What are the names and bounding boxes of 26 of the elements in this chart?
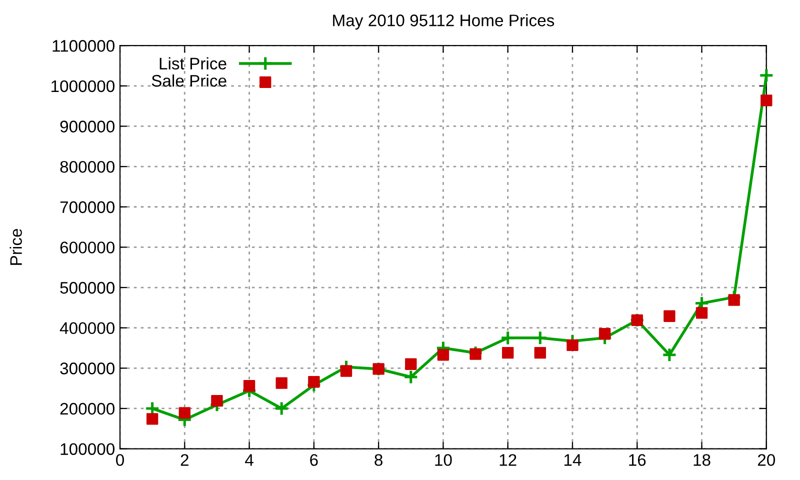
x-tick-label: 6 <box>310 454 318 466</box>
x-tick-label: 14 <box>564 454 582 466</box>
y-tick-label: 300000 <box>60 362 114 374</box>
x-tick-label: 4 <box>245 454 254 466</box>
y-axis-title: Price <box>10 228 22 265</box>
y-tick-label: 1000000 <box>52 80 114 92</box>
x-tick-label: 10 <box>435 454 452 466</box>
y-tick-label: 500000 <box>60 282 114 294</box>
y-tick-label: 600000 <box>60 242 114 254</box>
y-tick-label: 900000 <box>60 120 114 132</box>
x-tick-label: 20 <box>758 454 776 466</box>
x-tick-label: 0 <box>116 454 124 466</box>
y-tick-label: 700000 <box>60 201 114 214</box>
legend-label: List Price <box>160 57 226 70</box>
y-tick-label: 100000 <box>60 443 114 456</box>
legend-label: Sale Price <box>152 74 226 87</box>
chart-title: May 2010 95112 Home Prices <box>333 14 554 30</box>
x-tick-label: 16 <box>629 454 646 466</box>
y-tick-label: 800000 <box>60 160 114 173</box>
x-tick-label: 8 <box>374 454 382 466</box>
x-tick-label: 12 <box>500 454 516 466</box>
x-tick-label: 18 <box>694 454 710 466</box>
x-tick-label: 2 <box>180 454 188 466</box>
y-tick-label: 400000 <box>60 322 114 334</box>
y-tick-label: 1100000 <box>52 40 114 52</box>
y-tick-label: 200000 <box>60 402 114 415</box>
